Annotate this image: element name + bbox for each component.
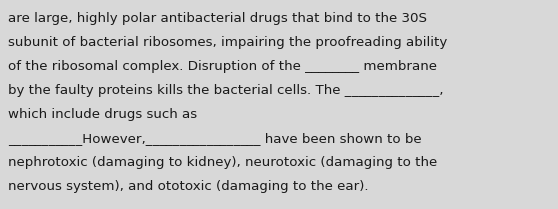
Text: nephrotoxic (damaging to kidney), neurotoxic (damaging to the: nephrotoxic (damaging to kidney), neurot… — [8, 156, 437, 169]
Text: which include drugs such as: which include drugs such as — [8, 108, 197, 121]
Text: nervous system), and ototoxic (damaging to the ear).: nervous system), and ototoxic (damaging … — [8, 180, 369, 193]
Text: ___________However,_________________ have been shown to be: ___________However,_________________ hav… — [8, 132, 422, 145]
Text: of the ribosomal complex. Disruption of the ________ membrane: of the ribosomal complex. Disruption of … — [8, 60, 437, 73]
Text: subunit of bacterial ribosomes, impairing the proofreading ability: subunit of bacterial ribosomes, impairin… — [8, 36, 448, 49]
Text: are large, highly polar antibacterial drugs that bind to the 30S: are large, highly polar antibacterial dr… — [8, 12, 427, 25]
Text: by the faulty proteins kills the bacterial cells. The ______________,: by the faulty proteins kills the bacteri… — [8, 84, 444, 97]
